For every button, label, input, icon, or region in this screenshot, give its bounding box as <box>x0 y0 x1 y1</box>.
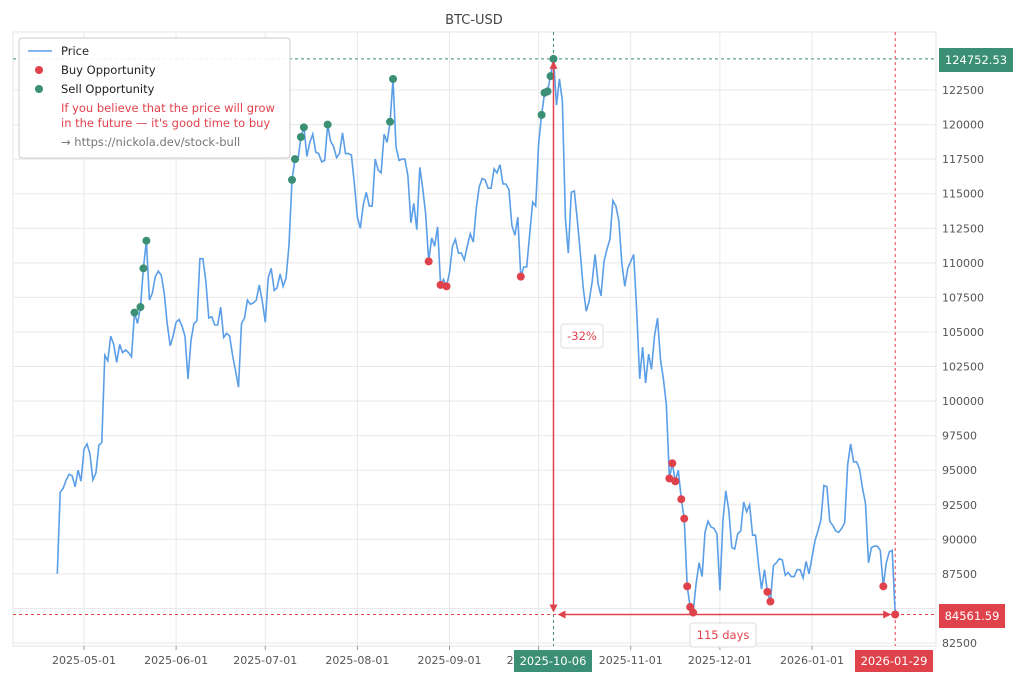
sell-marker <box>389 74 398 83</box>
buy-marker <box>680 514 689 523</box>
x-tick-label: 2026-01-01 <box>780 654 844 667</box>
days-label: 115 days <box>697 628 750 642</box>
last-date-label: 2026-01-29 <box>861 654 928 668</box>
drop-annotation: -32% <box>560 323 604 349</box>
sell-marker <box>537 110 546 119</box>
days-annotation: 115 days <box>689 622 757 648</box>
legend-link: → https://nickola.dev/stock-bull <box>61 135 240 149</box>
y-tick-label: 105000 <box>942 326 984 339</box>
y-tick-label: 102500 <box>942 361 984 374</box>
buy-marker <box>891 610 900 619</box>
buy-marker <box>689 608 698 617</box>
buy-marker <box>683 582 692 591</box>
sell-marker <box>296 133 305 142</box>
y-tick-label: 112500 <box>942 222 984 235</box>
y-tick-label: 120000 <box>942 119 984 132</box>
y-tick-label: 87500 <box>942 568 977 581</box>
y-tick-label: 110000 <box>942 257 984 270</box>
sell-markers <box>130 54 558 317</box>
y-tick-label: 95000 <box>942 464 977 477</box>
sell-marker <box>543 87 552 96</box>
x-tick-label: 2025-12-01 <box>688 654 752 667</box>
y-axis: 8250085000875009000092500950009750010000… <box>942 84 984 650</box>
y-tick-label: 122500 <box>942 84 984 97</box>
high-date-label: 2025-10-06 <box>520 654 587 668</box>
y-tick-label: 107500 <box>942 291 984 304</box>
y-tick-label: 115000 <box>942 188 984 201</box>
buy-marker <box>677 495 686 504</box>
y-tick-label: 100000 <box>942 395 984 408</box>
x-axis: 2025-05-01 2025-06-01 2025-07-01 2025-08-01… <box>52 646 844 667</box>
chart-title: BTC-USD <box>445 13 503 28</box>
sell-marker <box>386 117 395 126</box>
sell-marker <box>139 264 148 273</box>
buy-marker <box>763 587 772 596</box>
legend-sell-label: Sell Opportunity <box>61 82 155 96</box>
drop-arrow-head-down <box>549 604 558 613</box>
x-tick-label: 2025-07-01 <box>233 654 297 667</box>
x-tick-label: 2025-08-01 <box>325 654 389 667</box>
last-date-badge: 2026-01-29 <box>855 650 933 672</box>
legend-price-label: Price <box>61 44 89 58</box>
legend-note-line1: If you believe that the price will grow <box>61 101 275 115</box>
high-value-label: 124752.53 <box>945 53 1007 67</box>
buy-marker <box>665 474 674 483</box>
drop-arrow-head-up <box>549 60 558 69</box>
drawdown-arrows <box>549 60 892 619</box>
last-value-label: 84561.59 <box>945 609 1000 623</box>
sell-marker <box>546 72 555 81</box>
x-tick-label: 2025-06-01 <box>144 654 208 667</box>
legend-note-line2: in the future — it's good time to buy <box>61 116 270 130</box>
high-date-badge: 2025-10-06 <box>514 650 592 672</box>
sell-marker <box>142 236 151 245</box>
y-tick-label: 97500 <box>942 430 977 443</box>
sell-marker <box>136 303 145 312</box>
buy-marker <box>442 282 451 291</box>
x-tick-label: 2025-05-01 <box>52 654 116 667</box>
legend-sell-swatch <box>35 85 43 93</box>
x-tick-label: 2025-11-01 <box>599 654 663 667</box>
sell-marker <box>299 123 308 132</box>
y-tick-label: 92500 <box>942 499 977 512</box>
buy-marker <box>879 582 888 591</box>
drop-label: -32% <box>567 329 597 343</box>
plot-frame <box>12 31 937 647</box>
sell-marker <box>290 155 299 164</box>
legend-buy-swatch <box>35 66 43 74</box>
high-value-badge: 124752.53 <box>939 48 1013 72</box>
price-line <box>56 58 896 616</box>
days-arrow-head-right <box>883 610 892 619</box>
last-value-badge: 84561.59 <box>939 604 1005 628</box>
buy-marker <box>668 459 677 468</box>
legend-buy-label: Buy Opportunity <box>61 63 156 77</box>
buy-marker <box>516 272 525 281</box>
y-tick-label: 90000 <box>942 533 977 546</box>
y-tick-label: 82500 <box>942 637 977 650</box>
days-arrow-head-left <box>557 610 566 619</box>
sell-marker <box>549 54 558 63</box>
buy-marker <box>424 257 433 266</box>
sell-marker <box>130 308 139 317</box>
buy-marker <box>766 597 775 606</box>
legend: Price Buy Opportunity Sell Opportunity I… <box>18 37 291 159</box>
sell-marker <box>323 120 332 129</box>
x-tick-label: 2025-09-01 <box>418 654 482 667</box>
y-tick-label: 117500 <box>942 153 984 166</box>
buy-marker <box>671 477 680 486</box>
buy-markers <box>424 257 900 619</box>
sell-marker <box>288 175 296 184</box>
